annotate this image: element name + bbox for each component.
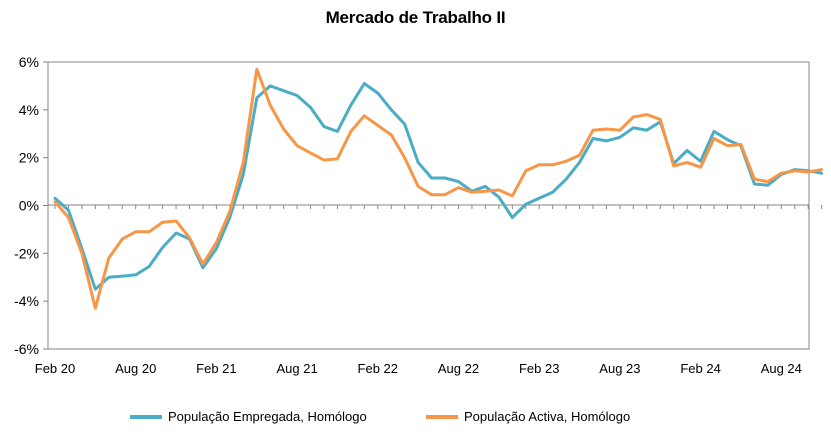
y-tick-label: -6%: [14, 341, 39, 357]
chart-tick-labels: 6% 4% 2% 0% -2% -4% -6% Feb 20 Aug 20 Feb 21 Aug 2…: [14, 54, 802, 376]
y-tick-label: 6%: [19, 54, 39, 70]
y-tick-label: -4%: [14, 293, 39, 309]
legend-item-activa: População Activa, Homólogo: [426, 409, 630, 424]
legend-label-activa: População Activa, Homólogo: [464, 409, 631, 424]
chart-title: Mercado de Trabalho II: [325, 8, 506, 27]
legend-label-empregada: População Empregada, Homólogo: [168, 409, 367, 424]
series-line-populacao-empregada: [53, 82, 824, 291]
chart-series: [53, 67, 824, 310]
y-tick-label: 0%: [19, 198, 39, 214]
x-tick-label: Aug 22: [438, 361, 479, 376]
x-tick-label: Feb 21: [196, 361, 236, 376]
x-tick-label: Aug 21: [276, 361, 317, 376]
x-tick-label: Aug 24: [761, 361, 802, 376]
legend-swatch-activa: [426, 414, 458, 419]
chart-axes: [43, 61, 823, 350]
legend-item-empregada: População Empregada, Homólogo: [130, 409, 367, 424]
series-line-populacao-activa: [53, 67, 824, 310]
x-tick-label: Feb 23: [519, 361, 559, 376]
y-tick-label: 2%: [19, 150, 39, 166]
x-tick-label: Feb 22: [358, 361, 398, 376]
x-tick-label: Feb 24: [680, 361, 720, 376]
x-tick-label: Feb 20: [35, 361, 75, 376]
y-tick-label: -2%: [14, 245, 39, 261]
y-tick-label: 4%: [19, 102, 39, 118]
x-tick-label: Aug 23: [599, 361, 640, 376]
x-tick-label: Aug 20: [115, 361, 156, 376]
legend-swatch-empregada: [130, 414, 162, 419]
